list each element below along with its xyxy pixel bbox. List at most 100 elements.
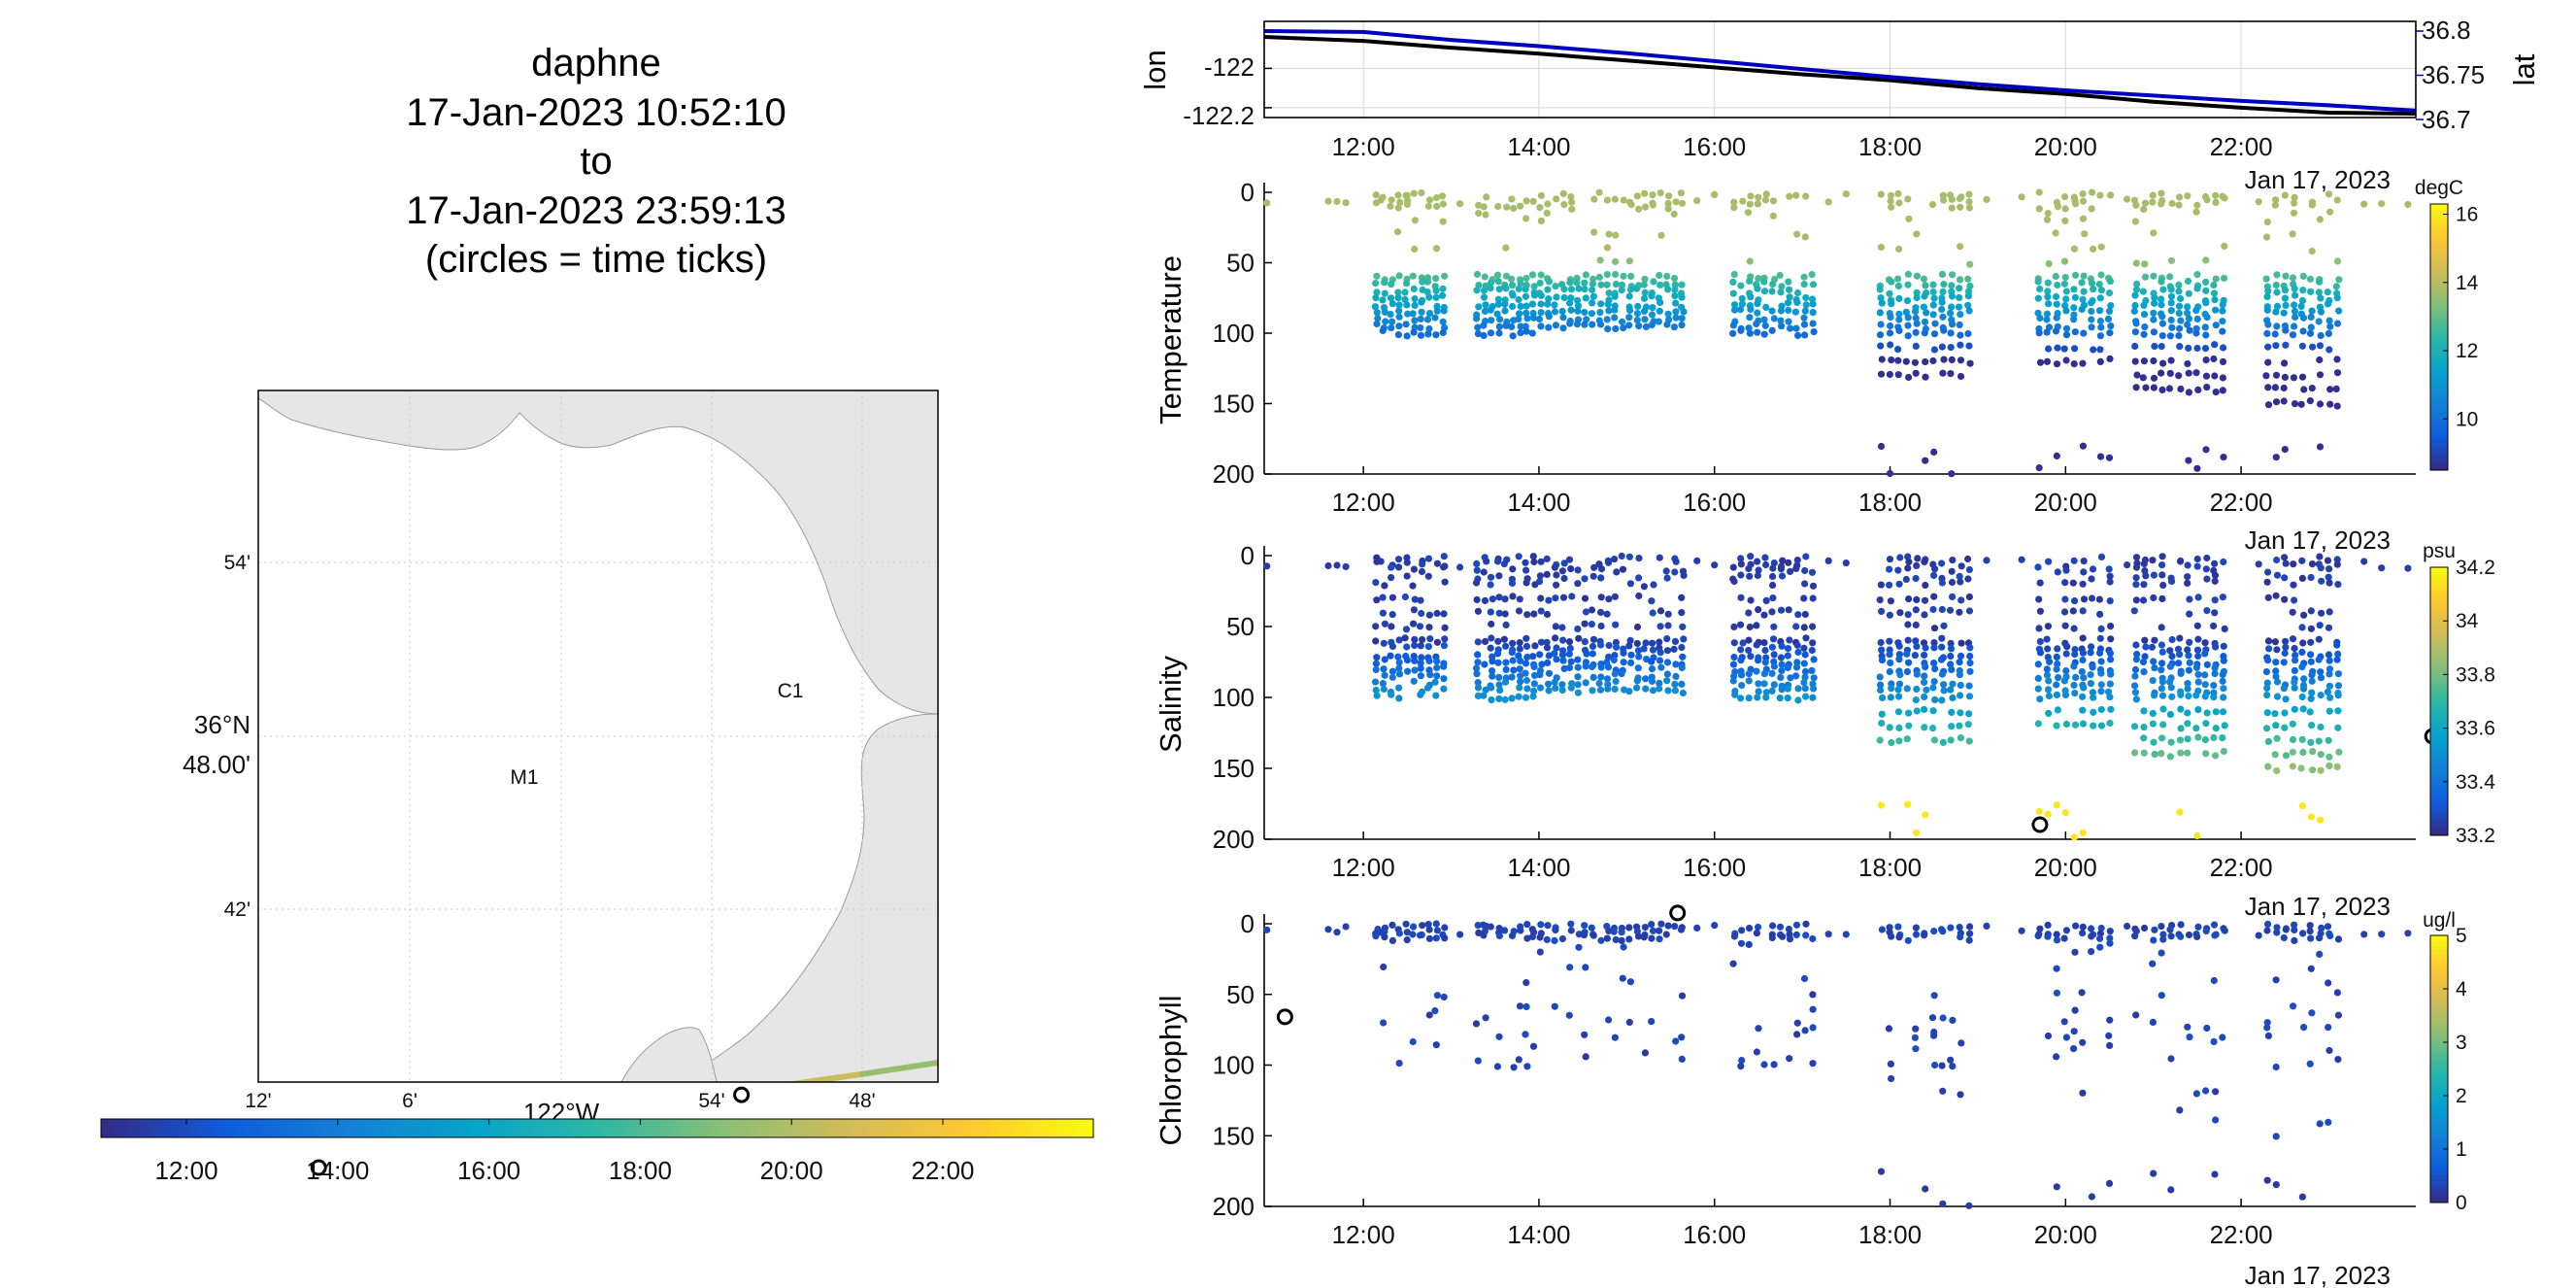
scatter-point bbox=[1522, 197, 1530, 205]
scatter-point bbox=[1589, 673, 1597, 682]
scatter-point bbox=[1613, 643, 1621, 651]
scatter-xtick-label: 14:00 bbox=[1507, 853, 1570, 882]
scatter-point bbox=[1776, 271, 1784, 280]
scatter-point bbox=[2289, 274, 2297, 282]
scatter-point bbox=[1808, 666, 1816, 675]
scatter-point bbox=[1537, 594, 1545, 602]
scatter-point bbox=[2193, 555, 2201, 563]
scatter-point bbox=[2184, 579, 2191, 588]
scatter-point bbox=[1537, 217, 1545, 224]
scatter-point bbox=[1792, 564, 1800, 573]
scatter-point bbox=[2299, 685, 2308, 693]
scatter-point bbox=[1545, 680, 1553, 688]
scatter-point bbox=[1473, 287, 1481, 294]
scatter-point bbox=[2333, 656, 2341, 663]
scatter-point bbox=[2071, 948, 2079, 956]
scatter-point bbox=[2150, 374, 2158, 382]
scatter-point bbox=[2194, 923, 2202, 931]
scatter-point bbox=[1930, 678, 1938, 686]
map-ytick-2: 42' bbox=[224, 898, 251, 921]
scatter-point bbox=[1612, 324, 1620, 333]
scatter-point bbox=[1581, 922, 1589, 930]
colorbar-tick-label: 14 bbox=[2456, 272, 2479, 294]
scatter-point bbox=[1379, 609, 1387, 617]
scatter-xtick-label: 22:00 bbox=[2210, 853, 2273, 882]
scatter-point bbox=[2212, 1116, 2220, 1124]
scatter-point bbox=[1381, 308, 1388, 316]
scatter-point bbox=[1949, 694, 1957, 702]
scatter-point bbox=[1938, 643, 1946, 651]
scatter-point bbox=[2060, 1018, 2068, 1026]
scatter-point bbox=[2193, 315, 2201, 322]
scatter-point bbox=[2210, 622, 2218, 630]
scatter-point bbox=[1801, 307, 1809, 315]
scatter-point bbox=[1401, 593, 1409, 601]
scatter-point bbox=[1574, 681, 1582, 689]
scatter-point bbox=[2090, 286, 2097, 293]
scatter-point bbox=[2273, 678, 2282, 686]
scatter-point bbox=[2264, 593, 2272, 601]
scatter-point bbox=[2210, 355, 2218, 363]
scatter-point bbox=[2090, 722, 2097, 729]
scatter-point bbox=[1948, 195, 1956, 203]
scatter-point bbox=[2220, 747, 2227, 756]
scatter-point bbox=[2263, 306, 2271, 314]
scatter-point bbox=[1388, 318, 1396, 325]
scatter-xtick-label: 22:00 bbox=[2210, 1220, 2273, 1249]
scatter-point bbox=[2096, 317, 2104, 325]
scatter-point bbox=[2326, 694, 2334, 701]
scatter-point bbox=[1948, 578, 1957, 587]
scatter-point bbox=[1515, 693, 1522, 700]
scatter-point bbox=[1440, 553, 1448, 560]
scatter-point bbox=[2289, 735, 2297, 744]
scatter-point bbox=[1388, 300, 1396, 308]
scatter-point bbox=[1747, 305, 1755, 313]
scatter-point bbox=[1531, 642, 1539, 650]
scatter-point bbox=[1528, 300, 1536, 308]
scatter-point bbox=[2107, 705, 2115, 713]
scatter-point bbox=[2282, 926, 2290, 933]
scatter-point bbox=[2220, 694, 2227, 701]
scatter-point bbox=[2062, 288, 2070, 295]
scatter-point bbox=[2071, 690, 2079, 697]
scatter-point bbox=[2132, 574, 2140, 582]
scatter-point bbox=[1801, 1027, 1809, 1034]
scatter-point bbox=[2264, 657, 2272, 664]
scatter-xtick-label: 20:00 bbox=[2034, 488, 2097, 517]
scatter-point bbox=[1738, 671, 1746, 679]
scatter-point bbox=[1456, 200, 1464, 208]
scatter-point bbox=[2131, 682, 2139, 690]
scatter-point bbox=[1770, 651, 1778, 659]
scatter-point bbox=[2141, 653, 2149, 661]
scatter-point bbox=[2210, 281, 2218, 289]
scatter-point bbox=[1419, 278, 1426, 286]
scatter-point bbox=[1949, 593, 1957, 601]
scatter-point bbox=[2106, 928, 2114, 935]
scatter-point bbox=[1642, 675, 1650, 683]
scatter-point bbox=[2097, 271, 2105, 279]
scatter-point bbox=[1605, 641, 1613, 650]
scatter-point bbox=[2072, 673, 2080, 682]
scatter-point bbox=[2316, 816, 2325, 824]
scatter-point bbox=[1903, 297, 1912, 305]
scatter-point bbox=[1581, 620, 1589, 627]
scatter-point bbox=[2035, 464, 2043, 472]
scatter-point bbox=[2158, 386, 2166, 393]
scatter-point bbox=[2291, 596, 2298, 604]
scatter-point bbox=[1395, 301, 1403, 309]
scatter-point bbox=[2315, 656, 2323, 663]
scatter-point bbox=[1418, 188, 1425, 197]
scatter-point bbox=[1440, 307, 1448, 315]
scatter-point bbox=[1545, 669, 1554, 677]
scatter-point bbox=[1921, 292, 1928, 300]
scatter-point bbox=[1956, 321, 1963, 328]
scatter-point bbox=[2282, 326, 2290, 334]
scatter-point bbox=[2167, 1055, 2175, 1063]
scatter-point bbox=[2132, 384, 2140, 391]
scatter-point bbox=[1680, 308, 1688, 316]
scatter-point bbox=[2333, 196, 2341, 204]
scatter-point bbox=[2158, 295, 2165, 303]
scatter-point bbox=[1895, 316, 1903, 323]
scatter-point bbox=[2210, 733, 2218, 742]
scatter-point bbox=[2078, 279, 2086, 287]
